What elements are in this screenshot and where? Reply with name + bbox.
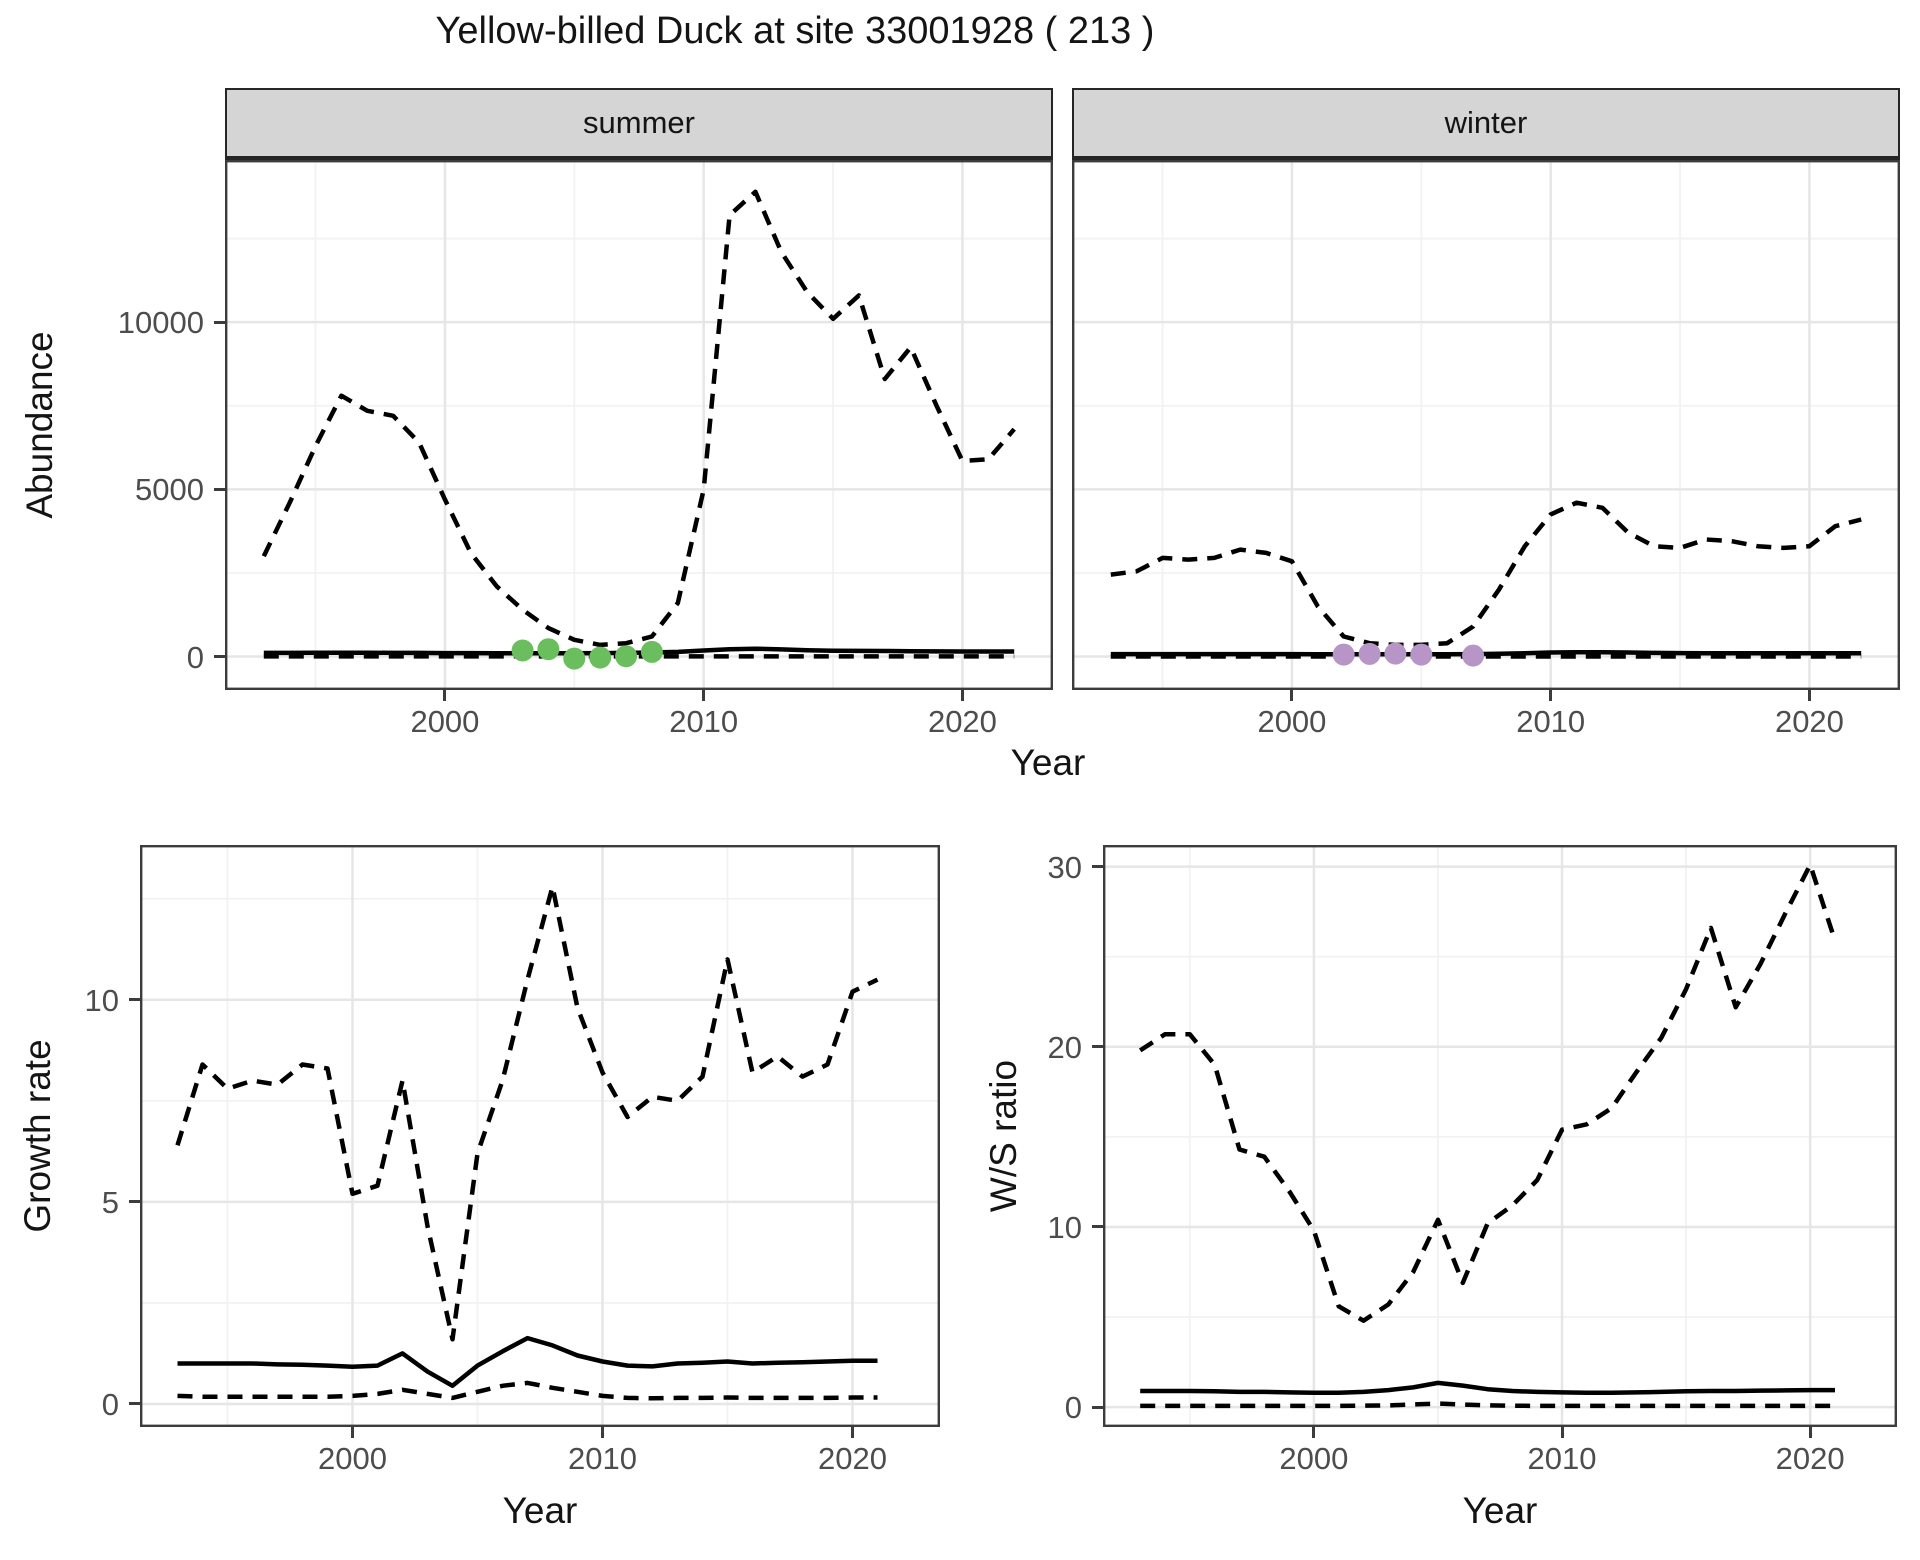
facet-strip-winter-label: winter <box>1444 105 1528 140</box>
x-tick-mark <box>601 1427 604 1438</box>
x-axis-title-year-bottom-left: Year <box>502 1490 578 1531</box>
y-axis-title-abundance: Abundance <box>19 331 60 519</box>
series-lower-ci <box>1140 1401 1835 1409</box>
x-tick-mark <box>1808 1427 1812 1438</box>
x-tick-mark <box>1312 1427 1316 1438</box>
chart-abundance-summer <box>225 160 1053 690</box>
observed-counts-winter-point <box>1462 644 1485 667</box>
x-tick-label: 2000 <box>410 704 480 739</box>
series-lower-ci <box>177 1380 878 1401</box>
x-tick-mark <box>1549 690 1553 701</box>
y-tick-mark <box>129 1200 140 1204</box>
series-upper-ci <box>175 884 879 1342</box>
panel-border <box>1072 160 1900 690</box>
y-tick-label: 20 <box>1047 1029 1082 1065</box>
observed-counts-summer-point <box>511 639 534 662</box>
observed-counts-summer-point <box>563 647 586 670</box>
plot-title: Yellow-billed Duck at site 33001928 ( 21… <box>435 10 1155 52</box>
facet-strip-summer-label: summer <box>583 105 695 140</box>
y-tick-mark <box>214 487 225 491</box>
chart-growth-rate <box>140 845 940 1427</box>
series-fitted <box>177 1335 878 1389</box>
series-fitted <box>263 646 1015 656</box>
panel-border <box>140 845 940 1427</box>
observed-counts-summer-point <box>537 638 560 661</box>
chart-ws-ratio <box>1103 845 1897 1427</box>
observed-counts-winter-point <box>1410 643 1433 666</box>
x-tick-label: 2010 <box>669 704 739 739</box>
series-fitted <box>1140 1380 1835 1396</box>
observed-counts-winter-point <box>1384 642 1407 665</box>
x-tick-label: 2010 <box>568 1441 637 1476</box>
y-tick-label: 0 <box>186 639 204 675</box>
x-tick-label: 2000 <box>1257 704 1327 739</box>
series-upper-ci <box>1138 862 1838 1323</box>
x-tick-label: 2010 <box>1527 1441 1597 1476</box>
y-tick-mark <box>129 1402 140 1406</box>
x-tick-mark <box>960 690 964 701</box>
x-tick-label: 2020 <box>818 1441 887 1476</box>
observed-counts-summer-point <box>640 640 663 663</box>
panel-border <box>225 160 1053 690</box>
y-tick-mark <box>1092 865 1103 869</box>
y-tick-label: 0 <box>101 1386 119 1422</box>
y-tick-mark <box>1092 1225 1103 1229</box>
x-tick-mark <box>1807 690 1811 701</box>
y-tick-label: 5 <box>101 1184 119 1220</box>
facet-strip-summer: summer <box>225 88 1053 160</box>
x-tick-label: 2020 <box>1774 704 1844 739</box>
y-tick-mark <box>129 998 140 1002</box>
y-tick-label: 0 <box>1064 1390 1082 1426</box>
y-tick-mark <box>1092 1405 1103 1409</box>
y-tick-label: 5000 <box>135 472 204 508</box>
x-axis-title-year-top: Year <box>1010 742 1086 783</box>
x-axis-title-year-bottom-right: Year <box>1462 1490 1538 1531</box>
x-tick-label: 2020 <box>1775 1441 1845 1476</box>
x-tick-mark <box>1560 1427 1564 1438</box>
y-tick-label: 30 <box>1047 849 1082 885</box>
chart-abundance-winter <box>1072 160 1900 690</box>
x-tick-label: 2020 <box>927 704 997 739</box>
x-tick-mark <box>351 1427 354 1438</box>
y-tick-mark <box>214 655 225 659</box>
series-fitted <box>1110 649 1862 657</box>
x-tick-mark <box>851 1427 854 1438</box>
x-tick-label: 2000 <box>318 1441 387 1476</box>
panel-border <box>1103 845 1897 1427</box>
facet-strip-winter: winter <box>1072 88 1900 160</box>
x-tick-mark <box>1290 690 1294 701</box>
y-tick-label: 10 <box>1047 1209 1082 1245</box>
x-tick-mark <box>702 690 706 701</box>
y-axis-title-ws-ratio: W/S ratio <box>983 1059 1024 1213</box>
y-tick-label: 10 <box>84 982 119 1018</box>
series-upper-ci <box>261 189 1016 648</box>
y-tick-label: 10000 <box>117 305 204 341</box>
observed-counts-summer-point <box>615 645 638 668</box>
observed-counts-winter-point <box>1332 643 1355 666</box>
y-tick-mark <box>1092 1045 1103 1049</box>
x-tick-label: 2000 <box>1279 1441 1349 1476</box>
observed-counts-winter-point <box>1358 642 1381 665</box>
observed-counts-summer-point <box>589 646 612 669</box>
x-tick-label: 2010 <box>1516 704 1586 739</box>
x-tick-mark <box>443 690 447 701</box>
series-upper-ci <box>1110 500 1862 648</box>
y-tick-mark <box>214 320 225 324</box>
